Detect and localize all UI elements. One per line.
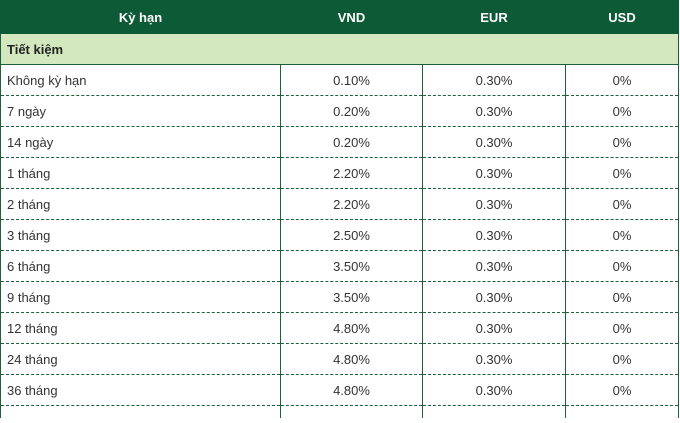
empty-cell — [280, 405, 423, 418]
section-cell: Tiết kiệm — [0, 33, 679, 65]
data-row: Không kỳ hạn 0.10% 0.30% 0% — [0, 64, 679, 96]
empty-cell — [565, 405, 679, 418]
term-cell: 7 ngày — [0, 95, 281, 127]
rate-cell: 0% — [565, 95, 679, 127]
term-cell: Không kỳ hạn — [0, 64, 281, 96]
header-cell: EUR — [422, 0, 566, 34]
rate-cell: 0.30% — [422, 312, 566, 344]
term-cell: 12 tháng — [0, 312, 281, 344]
rate-cell: 0% — [565, 343, 679, 375]
term-cell: 9 tháng — [0, 281, 281, 313]
term-cell: 36 tháng — [0, 374, 281, 406]
rate-cell: 0.30% — [422, 250, 566, 282]
term-cell: 14 ngày — [0, 126, 281, 158]
data-row: 2 tháng 2.20% 0.30% 0% — [0, 188, 679, 220]
data-row: 1 tháng 2.20% 0.30% 0% — [0, 157, 679, 189]
rate-cell: 3.50% — [280, 250, 423, 282]
rate-cell: 4.80% — [280, 374, 423, 406]
empty-cell — [422, 405, 566, 418]
term-cell: 2 tháng — [0, 188, 281, 220]
section-row: Tiết kiệm — [0, 33, 679, 65]
rate-cell: 2.20% — [280, 157, 423, 189]
data-row: 36 tháng 4.80% 0.30% 0% — [0, 374, 679, 406]
term-cell: 1 tháng — [0, 157, 281, 189]
cut-row — [0, 405, 679, 418]
rate-cell: 2.50% — [280, 219, 423, 251]
header-cell: USD — [565, 0, 679, 34]
rate-cell: 0.20% — [280, 126, 423, 158]
rate-cell: 0% — [565, 219, 679, 251]
rate-cell: 0.30% — [422, 157, 566, 189]
rate-cell: 2.20% — [280, 188, 423, 220]
table-head: Kỳ hạn VND EUR USD — [0, 0, 679, 34]
rate-cell: 0.10% — [280, 64, 423, 96]
rate-cell: 0.30% — [422, 374, 566, 406]
header-row: Kỳ hạn VND EUR USD — [0, 0, 679, 34]
rate-cell: 0.30% — [422, 95, 566, 127]
data-row: 3 tháng 2.50% 0.30% 0% — [0, 219, 679, 251]
term-cell: 24 tháng — [0, 343, 281, 375]
term-cell: 6 tháng — [0, 250, 281, 282]
rate-cell: 0% — [565, 312, 679, 344]
rate-cell: 3.50% — [280, 281, 423, 313]
rate-cell: 0% — [565, 374, 679, 406]
data-row: 12 tháng 4.80% 0.30% 0% — [0, 312, 679, 344]
empty-cell — [0, 405, 281, 418]
term-cell: 3 tháng — [0, 219, 281, 251]
data-row: 9 tháng 3.50% 0.30% 0% — [0, 281, 679, 313]
data-row: 7 ngày 0.20% 0.30% 0% — [0, 95, 679, 127]
rate-cell: 0% — [565, 188, 679, 220]
rate-cell: 0% — [565, 250, 679, 282]
rate-cell: 0.30% — [422, 343, 566, 375]
rate-cell: 0% — [565, 64, 679, 96]
rate-cell: 0.20% — [280, 95, 423, 127]
data-row: 24 tháng 4.80% 0.30% 0% — [0, 343, 679, 375]
data-row: 14 ngày 0.20% 0.30% 0% — [0, 126, 679, 158]
rate-cell: 0% — [565, 126, 679, 158]
table-body: Tiết kiệm Không kỳ hạn 0.10% 0.30% 0% 7 ngày… — [0, 33, 679, 418]
rate-cell: 0.30% — [422, 64, 566, 96]
rate-cell: 0.30% — [422, 281, 566, 313]
rate-cell: 0.30% — [422, 188, 566, 220]
rate-cell: 0% — [565, 281, 679, 313]
header-cell: Kỳ hạn — [0, 0, 281, 34]
header-cell: VND — [280, 0, 423, 34]
rate-cell: 4.80% — [280, 312, 423, 344]
rate-cell: 0% — [565, 157, 679, 189]
rate-cell: 4.80% — [280, 343, 423, 375]
rate-cell: 0.30% — [422, 126, 566, 158]
rate-cell: 0.30% — [422, 219, 566, 251]
data-row: 6 tháng 3.50% 0.30% 0% — [0, 250, 679, 282]
